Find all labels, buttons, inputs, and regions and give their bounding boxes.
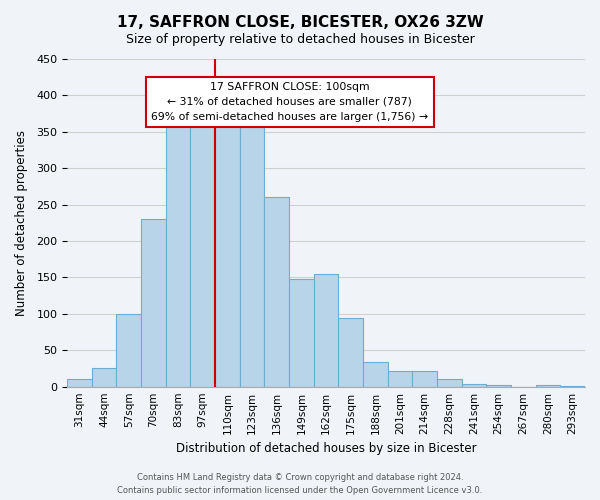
Bar: [338, 318, 363, 386]
X-axis label: Distribution of detached houses by size in Bicester: Distribution of detached houses by size …: [176, 442, 476, 455]
Bar: [190, 114, 215, 386]
Text: 17 SAFFRON CLOSE: 100sqm
← 31% of detached houses are smaller (787)
69% of semi-: 17 SAFFRON CLOSE: 100sqm ← 31% of detach…: [151, 82, 428, 122]
Text: Contains HM Land Registry data © Crown copyright and database right 2024.
Contai: Contains HM Land Registry data © Crown c…: [118, 474, 482, 495]
Bar: [67, 380, 92, 386]
Bar: [363, 362, 388, 386]
Bar: [536, 385, 560, 386]
Text: 17, SAFFRON CLOSE, BICESTER, OX26 3ZW: 17, SAFFRON CLOSE, BICESTER, OX26 3ZW: [116, 15, 484, 30]
Bar: [141, 219, 166, 386]
Bar: [166, 121, 190, 386]
Y-axis label: Number of detached properties: Number of detached properties: [15, 130, 28, 316]
Bar: [462, 384, 487, 386]
Bar: [289, 279, 314, 386]
Bar: [92, 368, 116, 386]
Bar: [240, 126, 265, 386]
Bar: [215, 114, 240, 386]
Bar: [437, 380, 462, 386]
Text: Size of property relative to detached houses in Bicester: Size of property relative to detached ho…: [125, 32, 475, 46]
Bar: [265, 198, 289, 386]
Bar: [487, 385, 511, 386]
Bar: [116, 314, 141, 386]
Bar: [412, 370, 437, 386]
Bar: [388, 370, 412, 386]
Bar: [314, 274, 338, 386]
